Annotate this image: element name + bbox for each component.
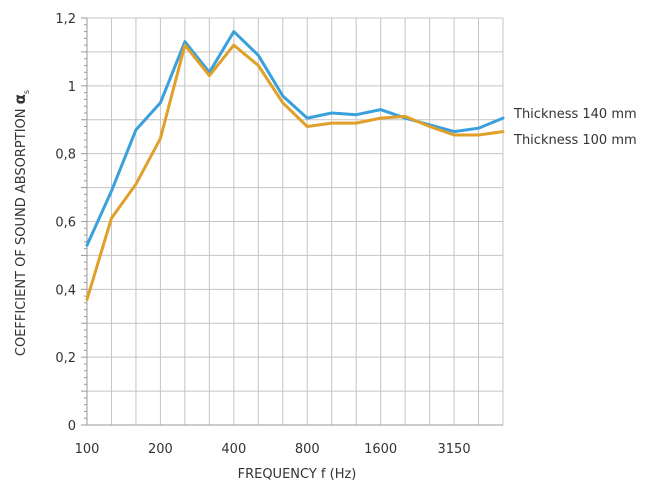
x-axis-title: FREQUENCY f (Hz) bbox=[238, 467, 357, 482]
series-line bbox=[85, 43, 505, 301]
series-labels: Thickness 140 mm Thickness 100 mm bbox=[513, 107, 637, 148]
x-tick-label: 3150 bbox=[438, 442, 471, 457]
y-tick-label: 0,6 bbox=[55, 216, 76, 231]
y-tick-label: 0,8 bbox=[55, 148, 76, 163]
y-tick-label: 0,4 bbox=[55, 283, 76, 298]
y-tick-label: 1 bbox=[68, 80, 76, 95]
series-label: Thickness 100 mm bbox=[513, 133, 637, 148]
x-tick-label: 800 bbox=[295, 442, 320, 457]
y-tick-label: 1,2 bbox=[55, 12, 76, 27]
series-label: Thickness 140 mm bbox=[513, 107, 637, 122]
x-tick-label: 1600 bbox=[364, 442, 397, 457]
y-axis-title-subscript: s bbox=[22, 90, 31, 94]
x-tick-labels: 100 200 400 800 1600 3150 bbox=[75, 442, 471, 457]
series-line bbox=[85, 30, 505, 247]
grid bbox=[86, 17, 504, 426]
y-axis-title-symbol: α bbox=[11, 94, 29, 104]
x-tick-label: 200 bbox=[148, 442, 173, 457]
y-tick-labels: 0 0,2 0,4 0,6 0,8 1 1,2 bbox=[55, 12, 76, 434]
series-lines bbox=[85, 30, 505, 301]
x-tick-label: 400 bbox=[221, 442, 246, 457]
x-tick-label: 100 bbox=[75, 442, 100, 457]
y-tick-label: 0 bbox=[68, 419, 76, 434]
axis-ticks bbox=[81, 17, 87, 426]
y-tick-label: 0,2 bbox=[55, 351, 76, 366]
y-axis-title-text: COEFFICIENT OF SOUND ABSORPTION bbox=[14, 104, 29, 356]
y-axis-title: COEFFICIENT OF SOUND ABSORPTION αs bbox=[11, 90, 31, 356]
